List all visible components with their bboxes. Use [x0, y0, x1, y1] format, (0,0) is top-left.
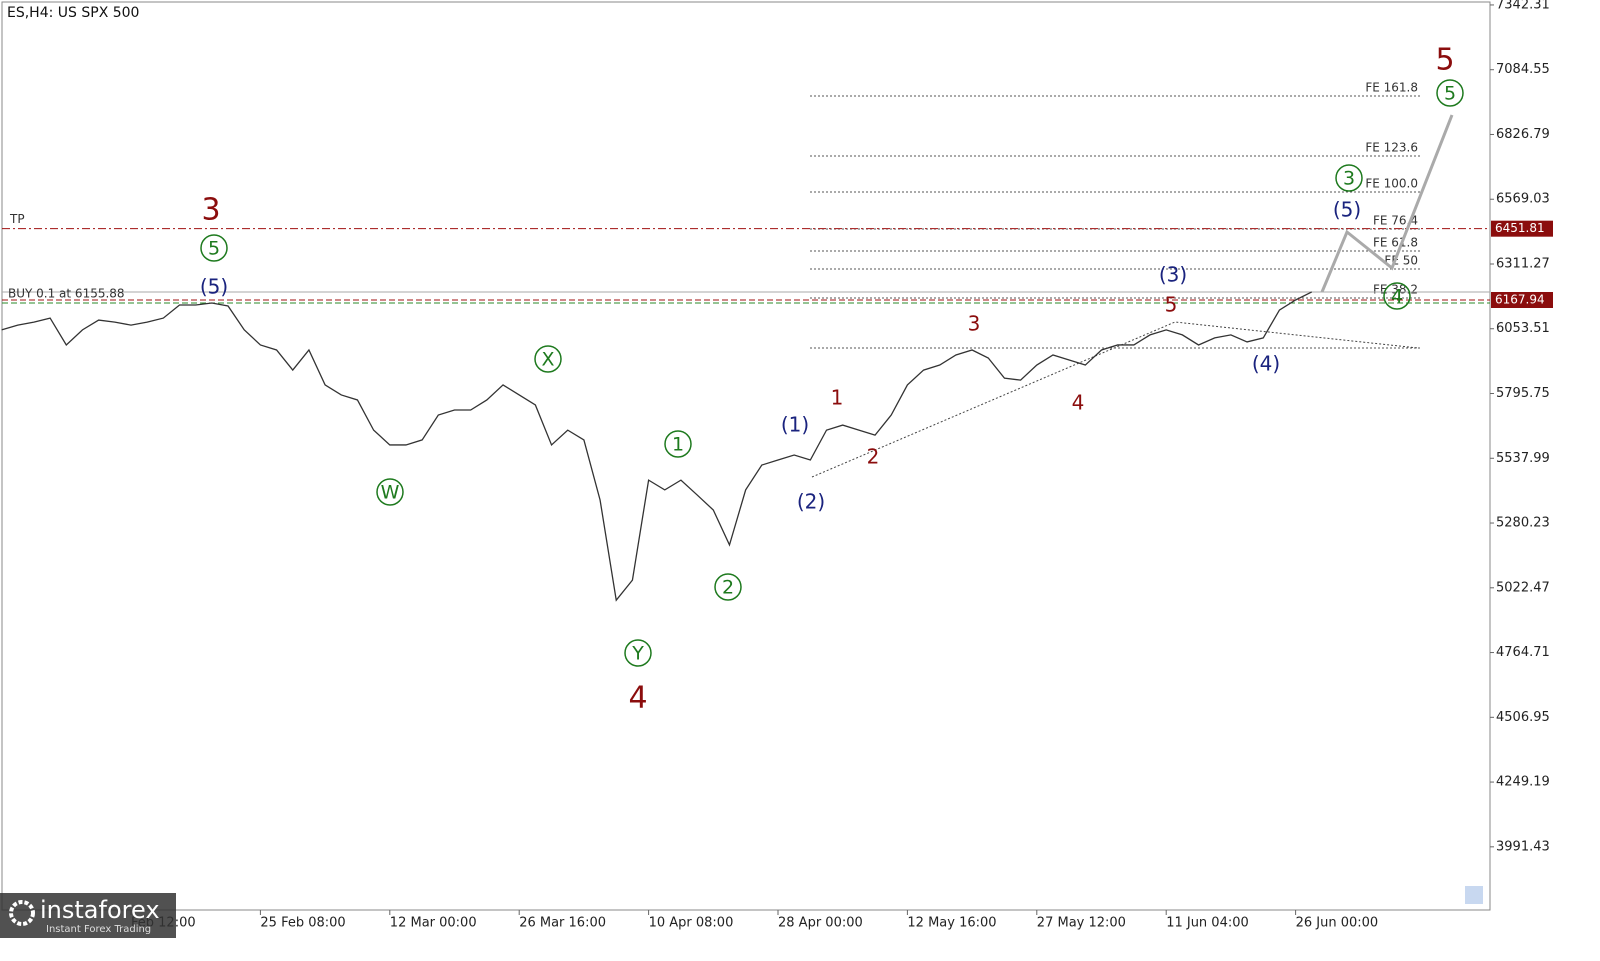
logo-tagline: Instant Forex Trading: [46, 924, 151, 935]
y-tick-label: 4506.95: [1496, 710, 1550, 725]
y-tick-label: 6826.79: [1496, 127, 1550, 142]
x-tick-label: 11 Jun 04:00: [1166, 916, 1249, 931]
logo-box: [0, 893, 176, 938]
wave-label: 5: [208, 238, 220, 260]
x-tick-label: 25 Feb 08:00: [260, 916, 345, 931]
x-tick-label: 26 Mar 16:00: [519, 916, 606, 931]
wave-circle: [534, 345, 562, 373]
wave-label: (3): [1159, 263, 1187, 287]
wave-label: 4: [628, 681, 647, 716]
y-tick-label: 3991.43: [1496, 839, 1550, 854]
logo-name: instaforex: [40, 896, 160, 924]
y-tick-label: 5795.75: [1496, 386, 1550, 401]
wave-label: 2: [722, 577, 734, 599]
x-tick-label: 26 Jun 00:00: [1296, 916, 1379, 931]
wave-circle: [1436, 79, 1464, 107]
chart-title: ES,H4: US SPX 500: [7, 5, 139, 21]
wave-label: 4: [1391, 286, 1403, 308]
logo-icon: [9, 900, 35, 926]
x-tick-label: 12 May 16:00: [907, 916, 996, 931]
y-tick-label: 5280.23: [1496, 516, 1550, 531]
wave-label: 1: [672, 434, 684, 456]
wave-label: (5): [200, 275, 228, 299]
wave-label: 4: [1072, 391, 1085, 415]
wave-circle: [1383, 282, 1411, 310]
y-tick-label: 5537.99: [1496, 451, 1550, 466]
y-tick-label: 4249.19: [1496, 775, 1550, 790]
fibo-label: FE 76.4: [1373, 214, 1418, 228]
fibo-label: FE 161.8: [1365, 81, 1418, 95]
price-tag: [1491, 220, 1553, 237]
price-line: [1, 291, 1313, 602]
x-tick-label: 28 Apr 00:00: [778, 916, 863, 931]
plot-area: [1, 1, 1491, 911]
wave-label: 1: [831, 386, 844, 410]
fibo-label: FE 61.8: [1373, 236, 1418, 250]
y-tick-label: 7084.55: [1496, 62, 1550, 77]
wave-label: X: [541, 349, 554, 371]
y-tick-label: 7342.31: [1496, 0, 1550, 12]
wave-circle: [376, 478, 404, 506]
wave-label: (1): [781, 413, 809, 437]
tp-label: TP: [9, 212, 25, 226]
forecast-path: [1320, 114, 1454, 293]
trend-line: [811, 321, 1419, 478]
corner-button[interactable]: [1465, 886, 1483, 904]
wave-label: W: [381, 482, 400, 504]
wave-circle: [624, 639, 652, 667]
wave-circle: [1335, 164, 1363, 192]
wave-label: Y: [631, 643, 644, 665]
wave-label: (5): [1333, 198, 1361, 222]
y-tick-label: 6053.51: [1496, 321, 1550, 336]
y-tick-label: 6311.27: [1496, 256, 1550, 271]
price-tag-label: 6451.81: [1495, 221, 1545, 235]
fibo-label: FE 123.6: [1365, 141, 1418, 155]
x-tick-label: 27 May 12:00: [1037, 916, 1126, 931]
wave-label: 5: [1444, 83, 1456, 105]
wave-label: 3: [1343, 168, 1355, 190]
wave-label: 5: [1435, 43, 1454, 78]
price-tag: [1491, 291, 1553, 308]
wave-label: 5: [1165, 293, 1178, 317]
fibo-label: FE 100.0: [1365, 177, 1418, 191]
x-tick-label: 10 Apr 08:00: [649, 916, 734, 931]
wave-circle: [200, 234, 228, 262]
wave-circle: [664, 430, 692, 458]
x-tick-label: 12 Mar 00:00: [390, 916, 477, 931]
wave-label: 3: [968, 312, 981, 336]
wave-label: (4): [1252, 352, 1280, 376]
y-tick-label: 5022.47: [1496, 580, 1550, 595]
wave-label: 3: [201, 193, 220, 228]
wave-circle: [714, 573, 742, 601]
y-tick-label: 4764.71: [1496, 645, 1550, 660]
order-label: BUY 0.1 at 6155.88: [8, 286, 125, 300]
wave-label: (2): [797, 490, 825, 514]
wave-label: 2: [867, 445, 880, 469]
y-tick-label: 6569.03: [1496, 192, 1550, 207]
price-tag-label: 6167.94: [1495, 292, 1545, 306]
